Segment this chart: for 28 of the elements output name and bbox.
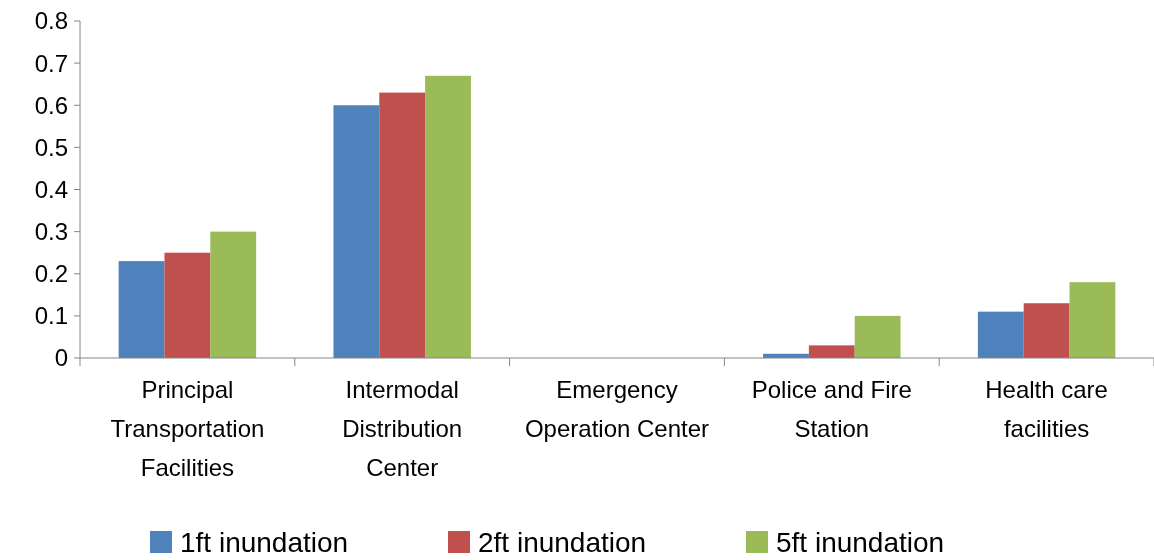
y-tick-label: 0.2 bbox=[34, 260, 68, 288]
x-tick-label: Intermodal Distribution Center bbox=[342, 376, 463, 481]
x-tick-label: Principal Transportation Facilities bbox=[110, 376, 265, 481]
bar bbox=[1023, 303, 1070, 358]
bar bbox=[808, 345, 855, 358]
legend-label: 1ft inundation bbox=[180, 526, 349, 558]
bar bbox=[379, 92, 426, 358]
bar bbox=[1069, 282, 1116, 358]
bar bbox=[854, 315, 901, 358]
y-tick-label: 0 bbox=[54, 344, 68, 372]
y-tick-label: 0.3 bbox=[34, 218, 68, 246]
y-tick-label: 0.1 bbox=[34, 302, 68, 330]
legend-label: 2ft inundation bbox=[478, 526, 647, 558]
x-tick-label: Health care facilities bbox=[985, 376, 1108, 442]
bar bbox=[977, 311, 1024, 358]
x-tick-label: Emergency Operation Center bbox=[524, 376, 710, 442]
bar bbox=[210, 231, 257, 358]
y-tick-label: 0.5 bbox=[34, 133, 68, 161]
y-tick-label: 0.7 bbox=[34, 49, 68, 77]
bar bbox=[425, 75, 471, 358]
bar bbox=[333, 105, 380, 358]
bar bbox=[118, 261, 165, 358]
y-tick-label: 0.4 bbox=[34, 175, 68, 203]
y-tick-label: 0.8 bbox=[34, 7, 68, 35]
x-tick-label: Police and Fire Station bbox=[751, 376, 912, 442]
legend-label: 5ft inundation bbox=[776, 526, 945, 558]
y-tick-label: 0.6 bbox=[34, 91, 68, 119]
bar bbox=[164, 252, 211, 358]
